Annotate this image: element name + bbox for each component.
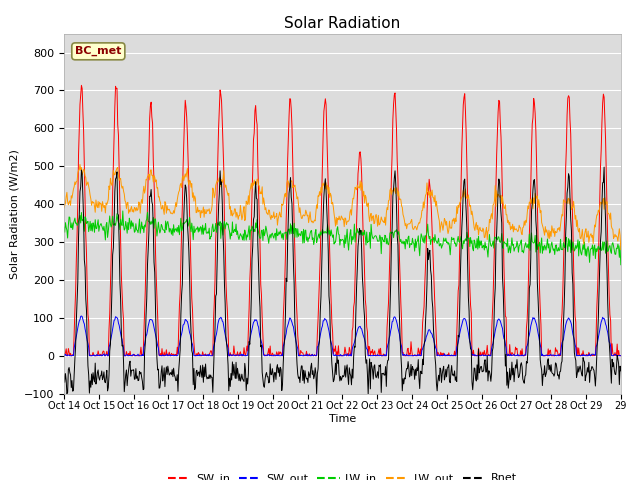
Rnet [401, 375, 408, 381]
SW_in [60, 350, 68, 356]
LW_in [401, 239, 408, 245]
Title: Solar Radiation: Solar Radiation [284, 16, 401, 31]
Rnet [432, 362, 440, 368]
LW_out [76, 162, 84, 168]
LW_in [228, 219, 236, 225]
LW_in [617, 262, 625, 268]
LW_out [401, 218, 408, 224]
SW_out [257, 336, 264, 342]
Text: BC_met: BC_met [75, 46, 122, 57]
SW_in [278, 353, 285, 359]
Rnet [60, 371, 68, 377]
SW_in [229, 353, 237, 359]
LW_out [617, 247, 625, 252]
LW_in [119, 208, 127, 214]
Rnet [125, 361, 133, 367]
Line: SW_out: SW_out [64, 316, 621, 356]
LW_out [126, 209, 134, 215]
Line: Rnet: Rnet [64, 167, 621, 394]
SW_out [127, 352, 134, 358]
SW_in [61, 353, 68, 359]
SW_out [278, 352, 285, 358]
SW_out [77, 313, 85, 319]
SW_out [401, 353, 409, 359]
LW_in [126, 219, 134, 225]
SW_in [77, 83, 85, 88]
LW_in [256, 236, 264, 241]
LW_in [60, 224, 68, 230]
SW_out [61, 353, 68, 359]
Line: LW_out: LW_out [64, 165, 621, 250]
LW_out [256, 191, 264, 197]
LW_out [277, 214, 285, 220]
SW_in [617, 353, 625, 359]
LW_out [228, 213, 236, 219]
Rnet [600, 164, 608, 170]
SW_in [433, 334, 440, 340]
LW_out [432, 204, 440, 209]
SW_out [229, 352, 237, 358]
SW_in [257, 281, 264, 287]
SW_in [127, 353, 134, 359]
SW_out [617, 353, 625, 359]
LW_in [277, 231, 285, 237]
SW_in [401, 353, 409, 359]
X-axis label: Time: Time [329, 414, 356, 424]
SW_out [60, 351, 68, 357]
Line: SW_in: SW_in [64, 85, 621, 356]
LW_out [60, 205, 68, 211]
LW_in [432, 238, 440, 243]
Rnet [228, 377, 236, 383]
Rnet [364, 391, 372, 397]
Legend: SW_in, SW_out, LW_in, LW_out, Rnet: SW_in, SW_out, LW_in, LW_out, Rnet [164, 469, 521, 480]
SW_out [433, 347, 440, 352]
Rnet [276, 364, 284, 370]
Line: LW_in: LW_in [64, 211, 621, 265]
Rnet [255, 290, 263, 296]
Y-axis label: Solar Radiation (W/m2): Solar Radiation (W/m2) [10, 149, 20, 278]
Rnet [617, 368, 625, 374]
